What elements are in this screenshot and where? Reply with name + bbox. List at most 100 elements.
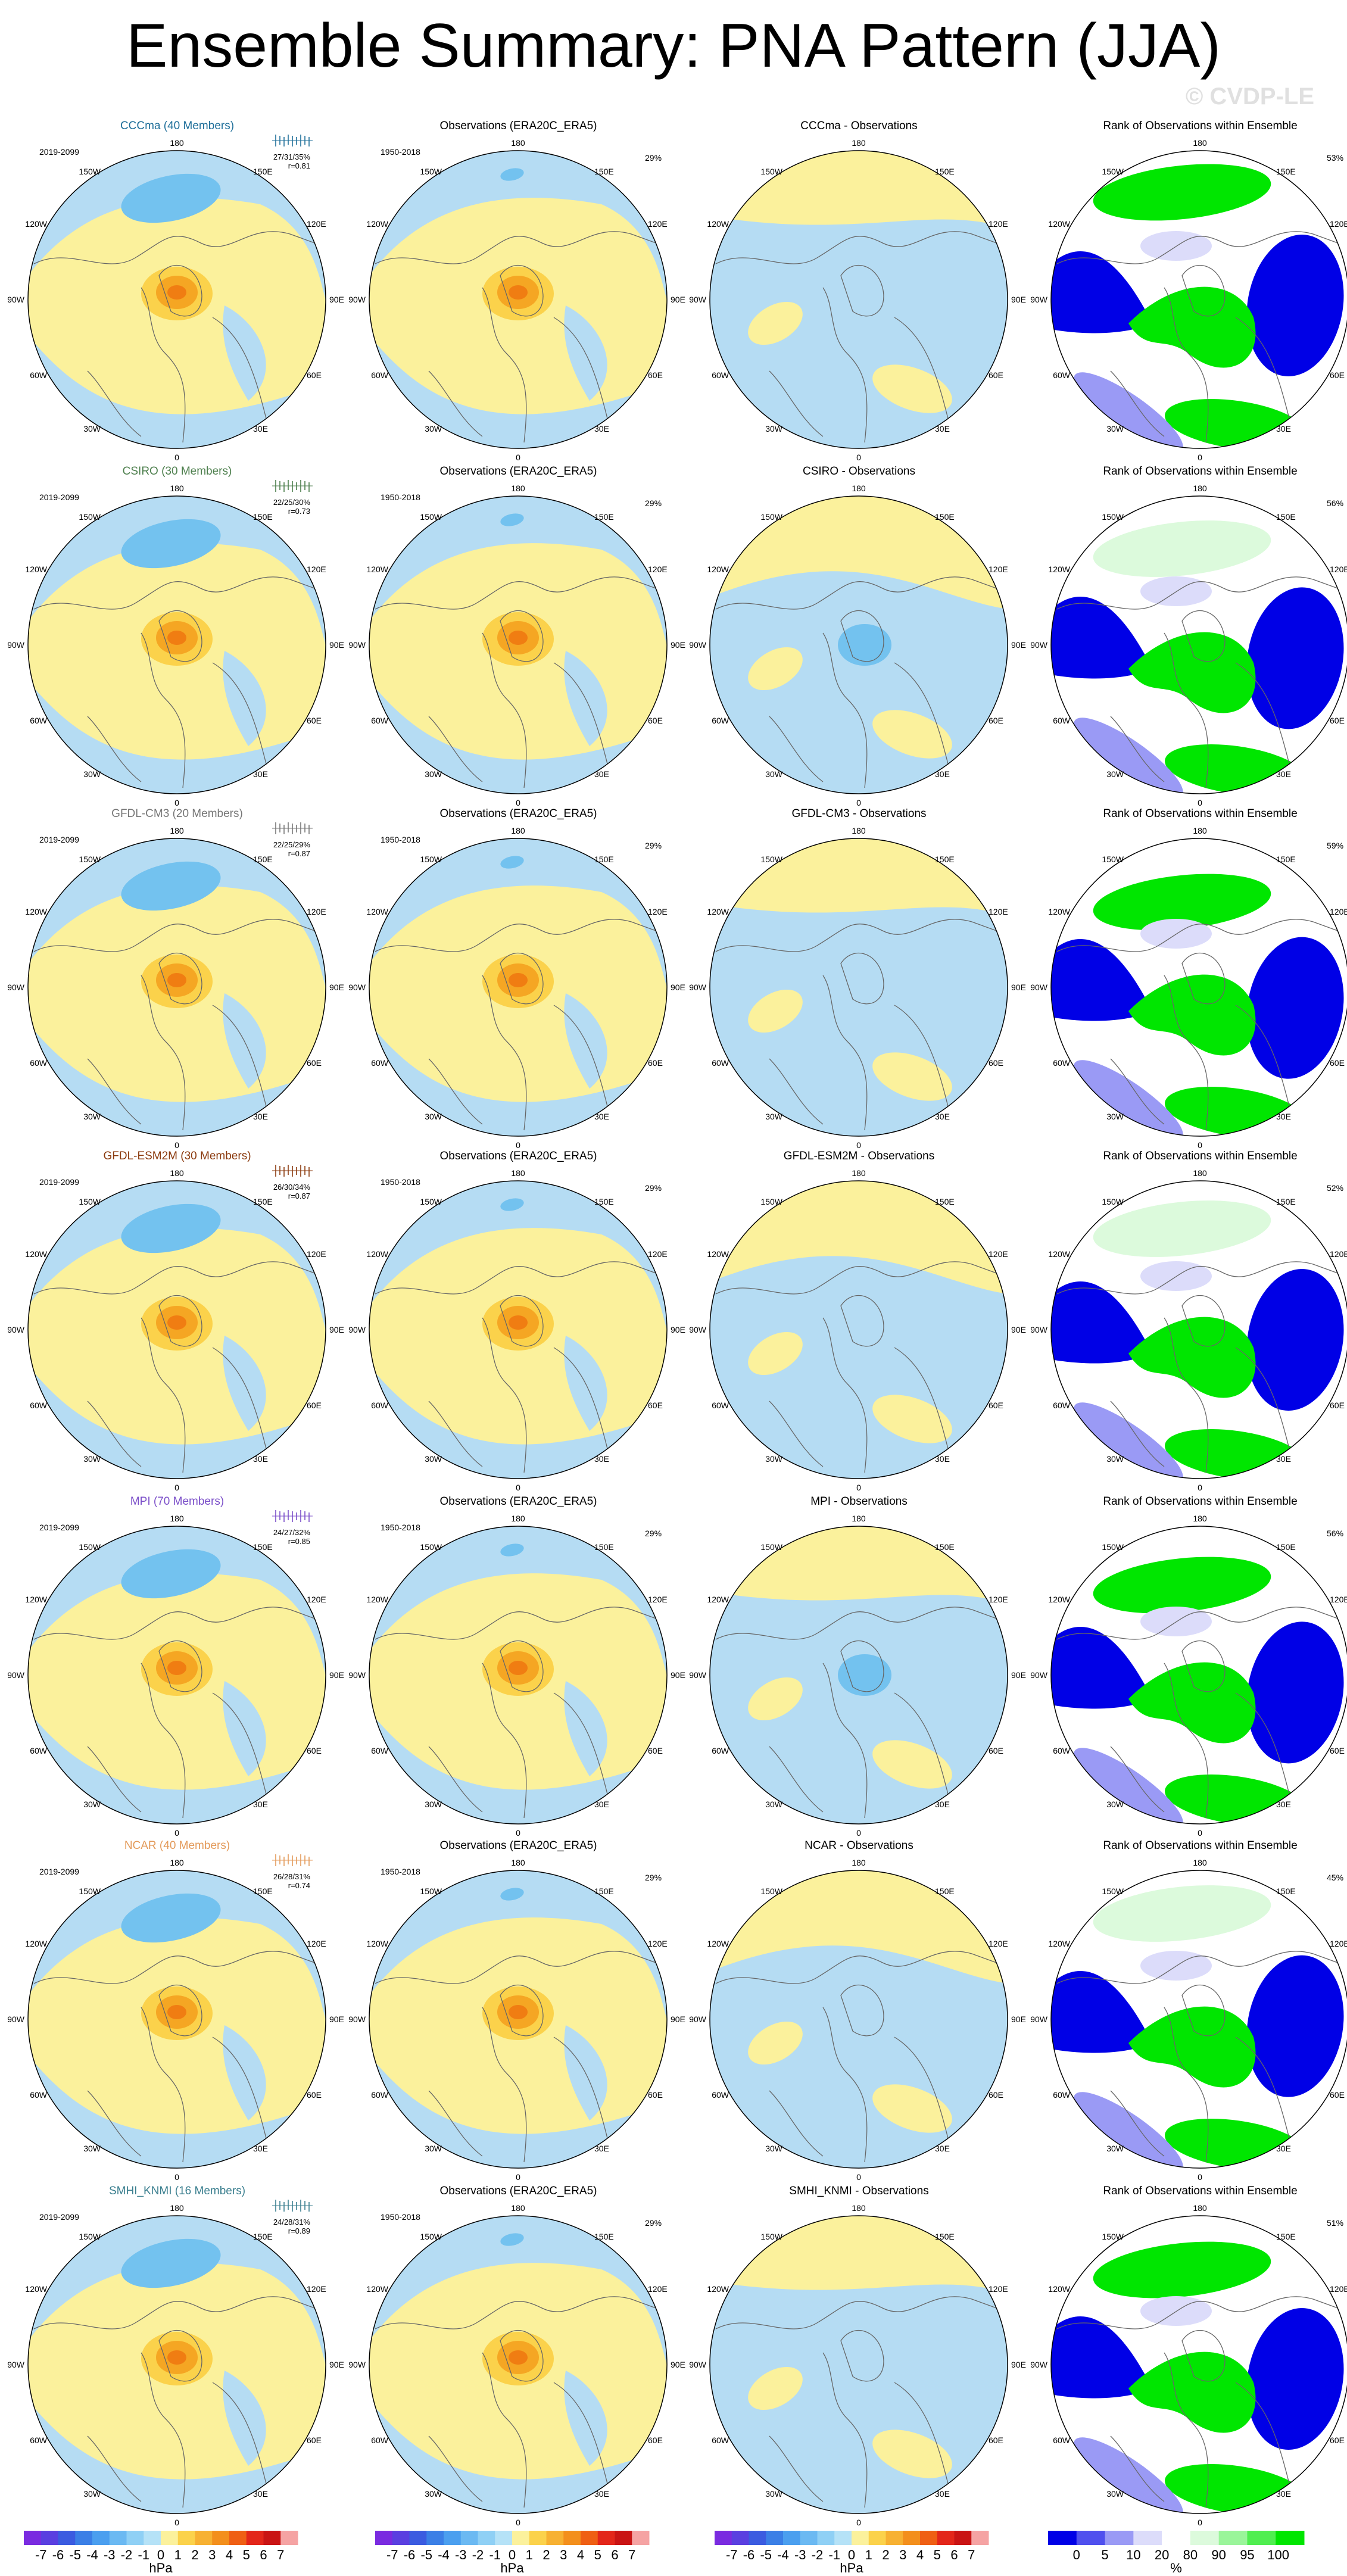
lon-label-ur: 120E (648, 1249, 668, 1259)
rank-mid-region (1074, 2092, 1183, 2168)
map-outline (27, 1180, 326, 1479)
coastlines (375, 1261, 665, 1473)
lon-label-lr: 60E (648, 716, 663, 725)
map-outline (1050, 495, 1347, 794)
negative-lobe (121, 1893, 221, 1943)
positive-region (710, 2216, 1008, 2293)
lon-label-bl: 30W (425, 1800, 442, 1809)
lon-label-ur: 120E (307, 1939, 326, 1948)
negative-region (28, 1526, 326, 1675)
colorbar-tick-label: -4 (438, 2547, 450, 2562)
lon-label-r: 90E (671, 983, 685, 992)
rank-title: Rank of Observations within Ensemble (1103, 1839, 1298, 1852)
difference-title: MPI - Observations (810, 1495, 908, 1508)
lon-label-lr: 60E (989, 1058, 1003, 1068)
lon-label-l: 90W (689, 2014, 707, 2024)
colorbar-tick-label: -4 (777, 2547, 789, 2562)
lon-label-l: 90W (7, 2360, 25, 2369)
lon-label-tl: 150W (1102, 512, 1124, 522)
negative-region (28, 335, 326, 448)
lon-label-top: 180 (852, 1858, 866, 1867)
lon-label-ur: 120E (989, 1939, 1008, 1948)
colorbar-tick-label: 20 (1154, 2547, 1170, 2562)
observations-variance: 29% (645, 1873, 662, 1882)
lon-label-ll: 60W (712, 370, 729, 380)
lon-label-l: 90W (689, 1670, 707, 1680)
rank-low-region (1246, 235, 1344, 376)
map-outline (1050, 150, 1347, 449)
colorbar-swatch (177, 2531, 195, 2545)
lon-label-lr: 60E (648, 1401, 663, 1410)
observations-years: 1950-2018 (381, 147, 420, 157)
explained-variance-range: 24/28/31% (273, 2218, 310, 2226)
lon-label-ll: 60W (712, 1401, 729, 1410)
colorbar-unit: hPa (840, 2561, 863, 2575)
lon-label-tr: 150E (1276, 1886, 1296, 1896)
member-strip (272, 2200, 313, 2212)
colorbar-tick-label: -7 (386, 2547, 398, 2562)
lon-label-ll: 60W (1053, 1401, 1071, 1410)
colorbar-swatch (126, 2531, 144, 2545)
pattern-correlation: r=0.87 (288, 1192, 310, 1200)
colorbar-tick-label: -5 (69, 2547, 82, 2562)
negative-region (369, 2055, 667, 2168)
lon-label-top: 180 (170, 484, 184, 493)
positive-lobe (167, 2005, 186, 2019)
lon-label-bl: 30W (1106, 424, 1124, 434)
explained-variance-range: 27/31/35% (273, 152, 310, 161)
colorbar-swatch (529, 2531, 547, 2545)
lon-label-r: 90E (329, 640, 344, 650)
model-panel: 180 0 150W 150E 120W 120E 90W 90E 60W 60E 30W 30E SM… (7, 2184, 345, 2527)
positive-region (748, 2366, 803, 2410)
lon-label-br: 30E (935, 1800, 950, 1809)
lon-label-br: 30E (935, 1454, 950, 1464)
lon-label-ul: 120W (25, 907, 47, 916)
lon-label-lr: 60E (1330, 2090, 1345, 2100)
lon-label-bl: 30W (83, 1112, 101, 1121)
lon-label-br: 30E (935, 769, 950, 779)
model-title: NCAR (40 Members) (124, 1839, 230, 1852)
lon-label-bl: 30W (83, 2144, 101, 2153)
positive-region (748, 1677, 803, 1721)
coastlines (715, 231, 1005, 443)
colorbar-tick-label: 90 (1211, 2547, 1226, 2562)
observations-variance: 29% (645, 2218, 662, 2228)
observations-variance: 29% (645, 153, 662, 163)
lon-label-ll: 60W (1053, 370, 1071, 380)
colorbar-tick-label: 10 (1126, 2547, 1141, 2562)
lon-label-ll: 60W (1053, 1746, 1071, 1755)
explained-variance-range: 24/27/32% (273, 1528, 310, 1537)
colorbar-tick-label: 5 (933, 2547, 941, 2562)
colorbar-tick-label: -6 (52, 2547, 64, 2562)
lon-label-lr: 60E (989, 370, 1003, 380)
colorbar-swatch (229, 2531, 247, 2545)
colorbar-tick-label: 3 (208, 2547, 216, 2562)
colorbar-tick-label: 4 (576, 2547, 585, 2562)
coastlines (375, 919, 665, 1131)
colorbar-tick-label: 7 (277, 2547, 285, 2562)
lon-label-bottom: 0 (516, 798, 520, 807)
model-panel: 180 0 150W 150E 120W 120E 90W 90E 60W 60E 30W 30E CS… (7, 464, 345, 807)
lon-label-tr: 150E (935, 512, 955, 522)
negative-region (369, 335, 667, 448)
colorbar-tick-label: 1 (865, 2547, 872, 2562)
model-title: MPI (70 Members) (130, 1495, 224, 1508)
rank-title: Rank of Observations within Ensemble (1103, 1495, 1298, 1508)
lon-label-ur: 120E (1330, 907, 1347, 916)
lon-label-ur: 120E (648, 1939, 668, 1948)
map-outline (709, 1870, 1008, 2169)
coastlines (1056, 576, 1346, 788)
lon-label-ur: 120E (1330, 565, 1347, 574)
lon-label-bottom: 0 (516, 1140, 520, 1150)
negative-region (369, 1711, 667, 1824)
rank-percent: 56% (1327, 1529, 1344, 1538)
lon-label-lr: 60E (1330, 1746, 1345, 1755)
lon-label-bl: 30W (765, 424, 783, 434)
lon-label-tl: 150W (1102, 167, 1124, 176)
lon-label-tl: 150W (420, 2232, 442, 2241)
rank-percent: 52% (1327, 1183, 1344, 1193)
lon-label-ll: 60W (712, 2090, 729, 2100)
